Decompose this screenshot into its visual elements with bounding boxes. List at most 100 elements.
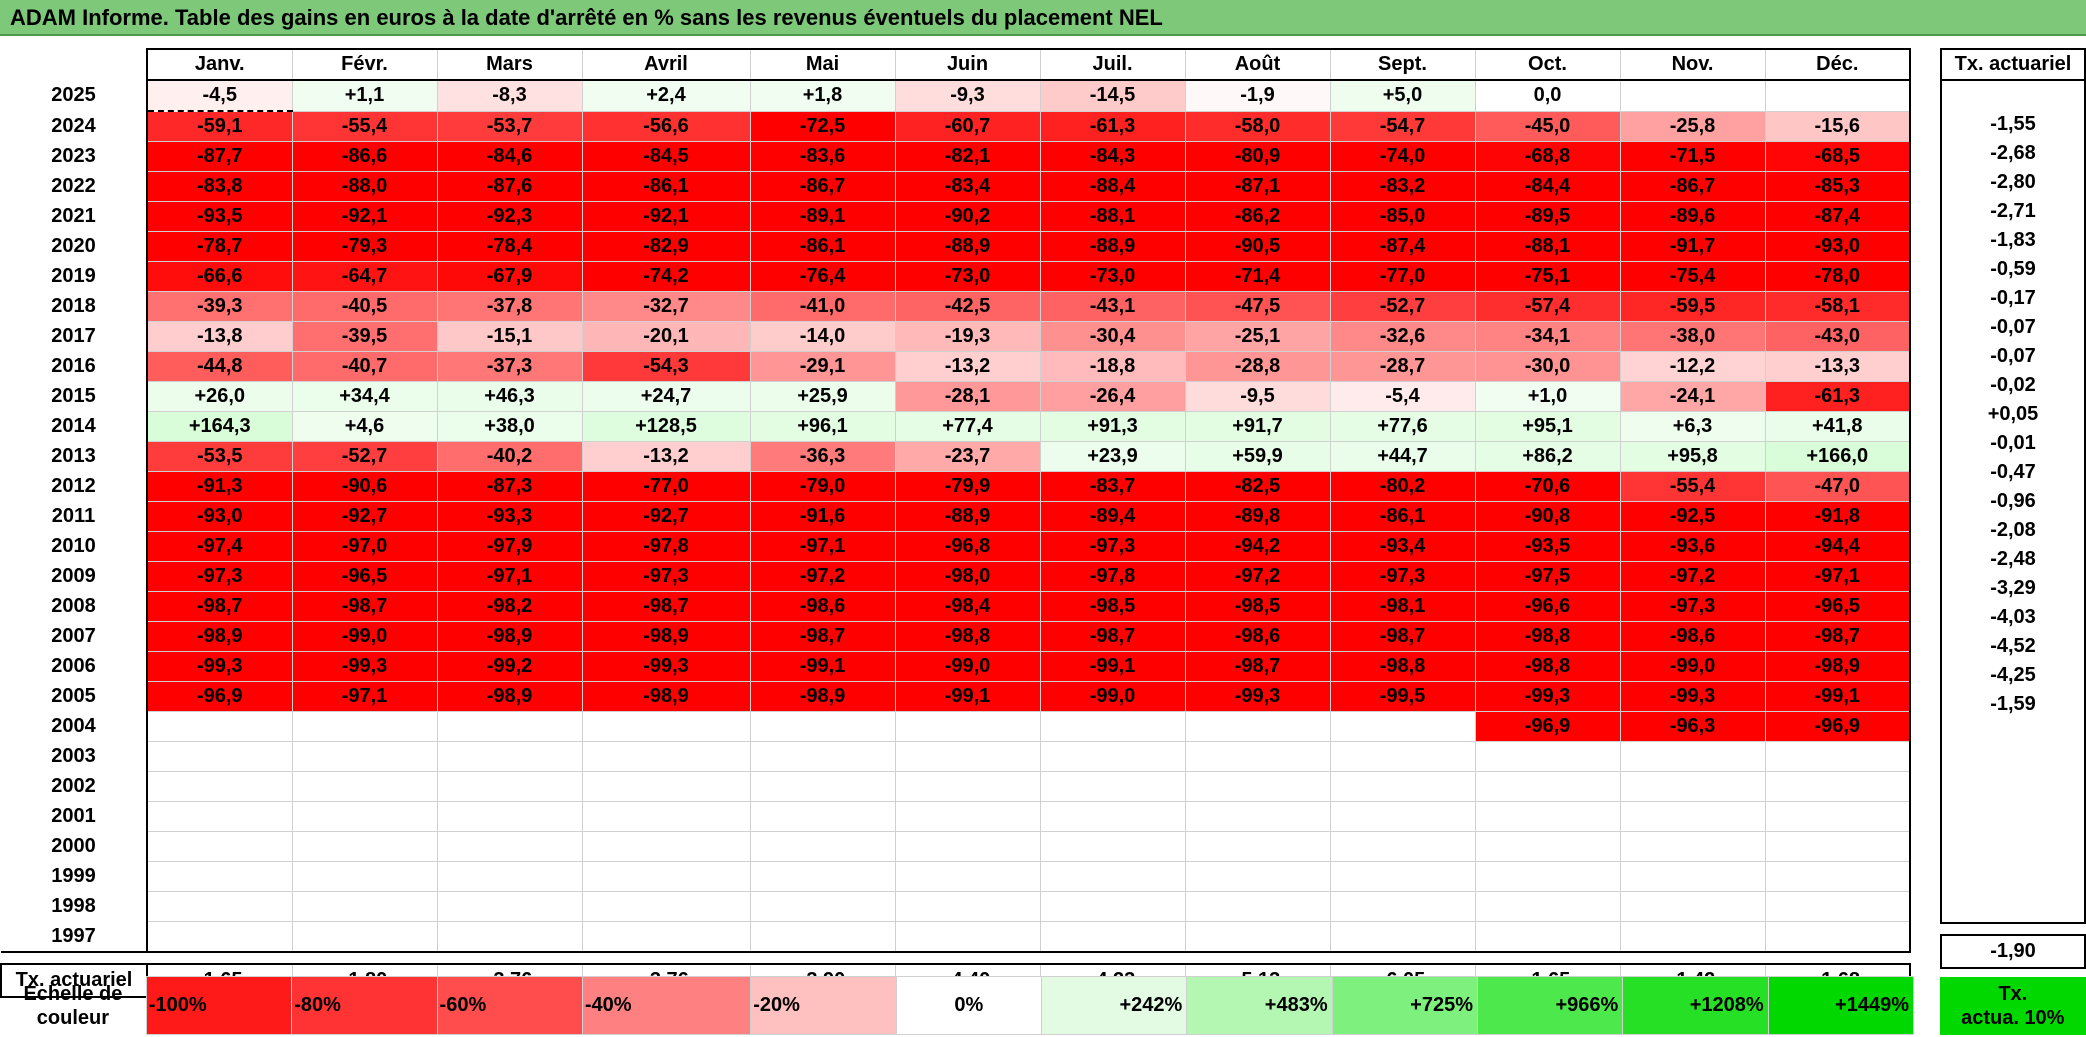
gain-cell: -86,2 (1184, 201, 1331, 232)
gain-cell: -98,8 (1474, 621, 1621, 652)
gain-cell: -38,0 (1619, 321, 1766, 352)
rate-row (1940, 806, 2086, 835)
rate-row: -2,68 (1940, 139, 2086, 168)
gain-cell (1184, 891, 1331, 922)
gain-cell: -98,9 (146, 621, 293, 652)
gain-cell (1764, 801, 1911, 832)
gain-cell: -92,5 (1619, 501, 1766, 532)
rate-cell (1940, 719, 2086, 748)
gain-cell (581, 891, 751, 922)
rate-cell: -0,01 (1940, 429, 2086, 458)
gain-cell: -32,6 (1329, 321, 1476, 352)
month-header: Juin (894, 48, 1041, 81)
rate-row: -4,25 (1940, 661, 2086, 690)
month-header: Oct. (1474, 48, 1621, 81)
gain-cell: -73,0 (1039, 261, 1186, 292)
rate-cell: -0,47 (1940, 458, 2086, 487)
gain-cell: -72,5 (749, 110, 896, 142)
year-label: 2022 (1, 171, 148, 202)
gain-cell (749, 801, 896, 832)
gain-cell: -8,3 (436, 79, 583, 112)
gain-cell: -98,8 (894, 621, 1041, 652)
gain-cell (291, 921, 438, 953)
year-label: 2007 (1, 621, 148, 652)
gain-cell: -87,3 (436, 471, 583, 502)
year-label: 2011 (1, 501, 148, 532)
gain-cell (291, 861, 438, 892)
gains-table-block: Janv. Févr. Mars Avril Mai Juin Juil. Août Sept.… (0, 48, 1911, 998)
gain-cell: -90,6 (291, 471, 438, 502)
gain-cell: -26,4 (1039, 381, 1186, 412)
gain-cell: -99,3 (581, 651, 751, 682)
table-row: 1999 (1, 861, 1911, 892)
gain-cell (291, 831, 438, 862)
rate-cell (1940, 806, 2086, 835)
color-scale-side-line2: actua. 10% (1961, 1006, 2065, 1029)
gain-cell: -40,5 (291, 291, 438, 322)
gain-cell: -41,0 (749, 291, 896, 322)
gain-cell: -97,1 (749, 531, 896, 562)
gain-cell: +5,0 (1329, 79, 1476, 112)
rate-cell: -0,17 (1940, 284, 2086, 313)
gain-cell: -97,3 (581, 561, 751, 592)
gain-cell: -93,3 (436, 501, 583, 532)
gain-cell: -58,0 (1184, 110, 1331, 142)
gain-cell (581, 771, 751, 802)
table-row: 2006 -99,3 -99,3 -99,2 -99,3 -99,1 -99,0 -99,1-… (1, 651, 1911, 682)
gain-cell (1764, 771, 1911, 802)
gain-cell: +26,0 (146, 381, 293, 412)
color-scale-swatch: -40% (581, 976, 752, 1035)
gain-cell: +128,5 (581, 411, 751, 442)
rate-cell (1940, 80, 2086, 110)
gain-cell: +2,4 (581, 79, 751, 112)
color-scale-label-line2: couleur (36, 1006, 110, 1029)
gain-cell (1329, 891, 1476, 922)
gain-cell: -98,7 (1039, 621, 1186, 652)
gain-cell: -55,4 (291, 110, 438, 142)
gain-cell: -47,5 (1184, 291, 1331, 322)
gain-cell: -53,7 (436, 110, 583, 142)
year-label: 2008 (1, 591, 148, 622)
gain-cell (1764, 741, 1911, 772)
table-gap (1941, 923, 2085, 935)
gain-cell: -34,1 (1474, 321, 1621, 352)
rate-row: -0,07 (1940, 313, 2086, 342)
gain-cell (1039, 921, 1186, 953)
year-label: 2004 (1, 711, 148, 742)
gain-cell: +4,6 (291, 411, 438, 442)
gain-cell (1619, 741, 1766, 772)
gain-cell: +41,8 (1764, 411, 1911, 442)
year-label: 2020 (1, 231, 148, 262)
gain-cell: -80,9 (1184, 141, 1331, 172)
gain-cell: -30,0 (1474, 351, 1621, 382)
rate-row: -1,59 (1940, 690, 2086, 719)
month-header: Févr. (291, 48, 438, 81)
gain-cell (146, 771, 293, 802)
gain-cell: -79,9 (894, 471, 1041, 502)
gain-cell: -36,3 (749, 441, 896, 472)
gain-cell: -92,7 (581, 501, 751, 532)
table-row: 2008 -98,7 -98,7 -98,2 -98,7 -98,6 -98,4 -98,5-… (1, 591, 1911, 622)
year-label: 1998 (1, 891, 148, 922)
color-scale-swatch: -60% (436, 976, 583, 1035)
table-row: 2003 (1, 741, 1911, 772)
gain-cell: -98,9 (1764, 651, 1911, 682)
rate-row: -0,59 (1940, 255, 2086, 284)
gain-cell: -99,3 (1184, 681, 1331, 712)
gain-cell: -77,0 (581, 471, 751, 502)
rate-row: -0,02 (1940, 371, 2086, 400)
gain-cell: -30,4 (1039, 321, 1186, 352)
gain-cell: -86,1 (749, 231, 896, 262)
table-row: 2002 (1, 771, 1911, 802)
gain-cell (291, 741, 438, 772)
gain-cell: -78,4 (436, 231, 583, 262)
table-row: 2022 -83,8 -88,0 -87,6 -86,1 -86,7 -83,4 -88,4-… (1, 171, 1911, 202)
actuarial-rate-block: Tx. actuariel -1,55 -2,68 -2,80 -2,71 -1,83-… (1940, 48, 2086, 970)
rate-row: -2,80 (1940, 168, 2086, 197)
gain-cell (1764, 921, 1911, 953)
month-header: Août (1184, 48, 1331, 81)
gain-cell: -89,8 (1184, 501, 1331, 532)
gain-cell: -97,0 (291, 531, 438, 562)
gain-cell: +77,4 (894, 411, 1041, 442)
gain-cell: -86,7 (1619, 171, 1766, 202)
